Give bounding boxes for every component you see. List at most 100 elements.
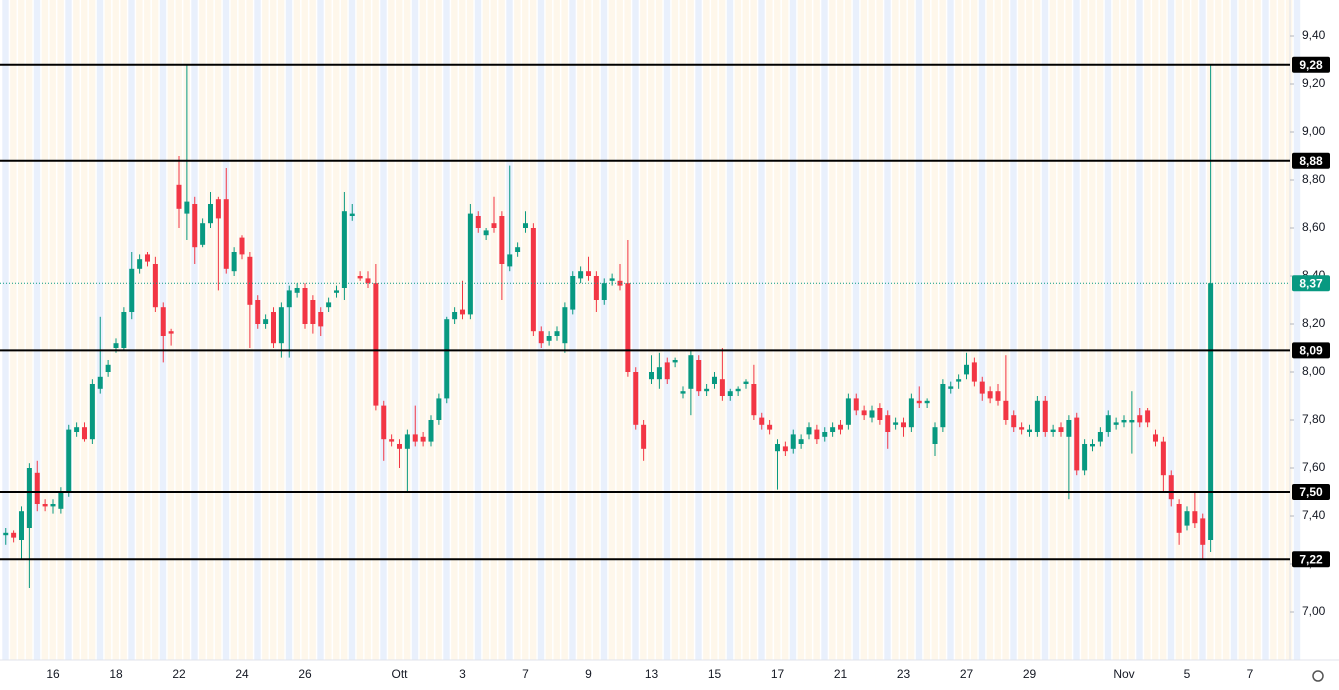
session-band [498,0,505,660]
candle-body [1058,427,1064,432]
session-band [837,0,844,660]
candle-body [546,336,552,341]
session-band [545,0,553,660]
session-band [230,0,238,660]
candle-body [286,290,292,308]
session-band [1081,0,1088,660]
session-band [427,0,434,660]
candle-body [1082,444,1088,471]
session-band [1136,0,1143,660]
session-band [718,0,726,660]
session-band [403,0,411,660]
session-band [671,0,679,660]
candle-body [782,446,788,452]
candle-body [901,422,906,428]
session-band [222,0,230,660]
session-band [459,0,466,660]
session-band [183,0,190,660]
candle-body [1003,400,1009,420]
y-tick-label: 8,20 [1302,316,1326,330]
session-band [1026,0,1033,660]
x-tick-label: 22 [172,667,186,681]
candle-body [310,300,316,324]
session-band [1033,0,1041,660]
candle-body [1200,518,1206,545]
candle-body [1192,511,1198,524]
settings-icon[interactable] [1312,670,1324,682]
candle-body [853,398,859,411]
candle-body [664,362,670,380]
x-tick-label: 27 [960,667,974,681]
candle-body [145,254,150,262]
candle-body [1105,415,1111,432]
x-tick-label: 26 [298,667,312,681]
session-band [1222,0,1230,660]
session-band [1262,0,1269,660]
session-band [813,0,820,660]
session-band [88,0,96,660]
session-band [57,0,64,660]
session-band [325,0,332,660]
candle-body [483,230,489,236]
session-band [986,0,994,660]
session-band [199,0,206,660]
session-band [923,0,931,660]
session-band [900,0,907,660]
level-label: 8,09 [1299,344,1323,358]
session-band [1144,0,1151,660]
candle-body [932,427,938,444]
candle-body [751,384,757,416]
candle-body [814,429,820,440]
candle-body [26,468,32,528]
session-band [1002,0,1009,660]
candle-body [1011,415,1017,428]
session-band [781,0,789,660]
session-band [640,0,647,660]
candle-body [656,367,662,380]
session-bands [2,0,1301,660]
candle-body [893,422,899,425]
candle-body [215,199,221,219]
candle-body [743,381,749,384]
candle-body [523,223,528,228]
candle-body [798,439,804,444]
candle-body [948,386,954,389]
candle-body [838,424,843,430]
x-tick-label: 7 [1247,667,1254,681]
x-tick-label: 3 [459,667,466,681]
candle-body [192,204,198,248]
session-band [577,0,584,660]
candle-body [940,384,946,428]
session-band [356,0,364,660]
y-tick-label: 9,20 [1302,76,1326,90]
candle-body [389,439,395,442]
candle-body [1168,475,1174,500]
candle-body [428,420,434,442]
session-band [970,0,978,660]
session-band [254,0,261,660]
candle-body [3,532,9,536]
level-tag [1292,484,1330,500]
candle-body [570,276,576,310]
session-band [419,0,427,660]
candle-body [767,424,773,430]
candle-body [704,388,710,392]
y-tick-label: 7,60 [1302,460,1326,474]
session-band [884,0,891,660]
candle-body [357,276,363,279]
session-band [522,0,529,660]
candle-body [1042,400,1048,432]
session-band [1089,0,1096,660]
candle-body [924,400,930,404]
candle-body [491,223,497,228]
candle-body [436,398,442,420]
candle-body [869,410,875,418]
candle-body [452,312,458,320]
session-band [1010,0,1017,660]
candle-body [373,283,379,406]
session-band [569,0,576,660]
candle-body [1097,432,1103,442]
candle-body [688,355,694,389]
session-band [1285,0,1293,660]
session-band [18,0,25,660]
